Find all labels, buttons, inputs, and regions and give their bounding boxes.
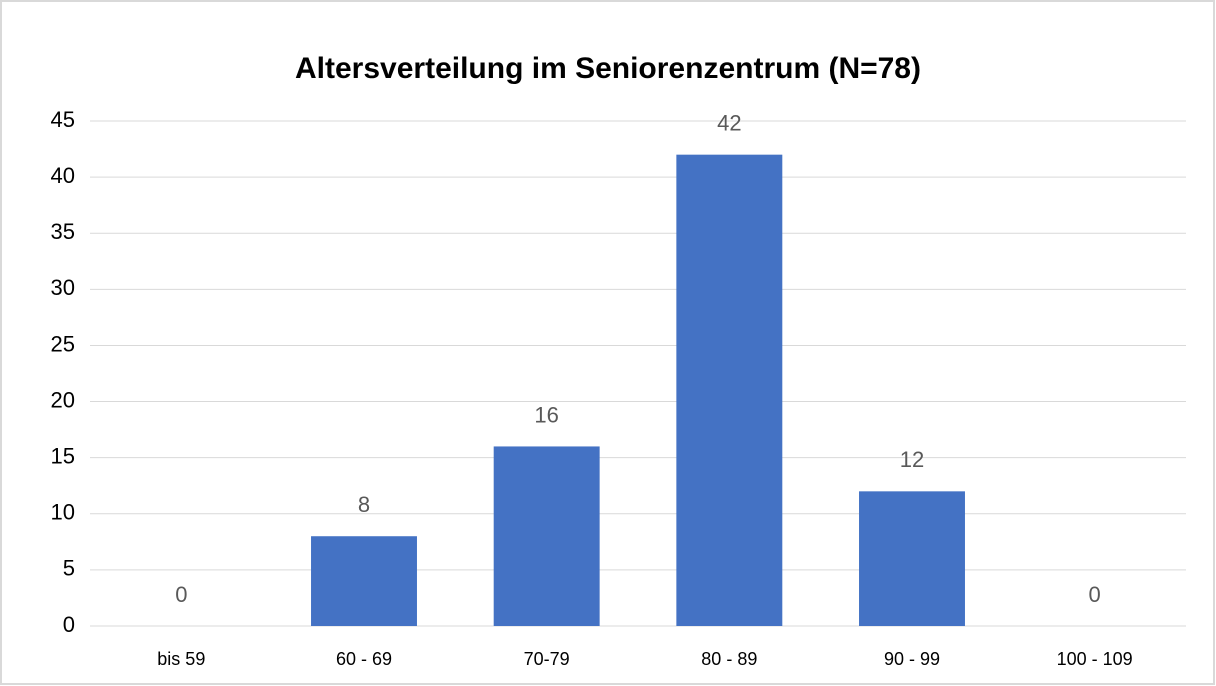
x-tick-label: bis 59 xyxy=(157,649,205,669)
x-tick-label: 80 - 89 xyxy=(701,649,757,669)
y-tick-label: 15 xyxy=(51,443,75,468)
y-tick-label: 5 xyxy=(63,556,75,581)
y-tick-label: 30 xyxy=(51,275,75,300)
bar xyxy=(676,154,783,626)
y-tick-label: 25 xyxy=(51,331,75,356)
data-label: 0 xyxy=(1089,582,1101,607)
data-label: 42 xyxy=(717,110,741,135)
data-label: 16 xyxy=(534,402,558,427)
y-tick-label: 20 xyxy=(51,387,75,412)
y-tick-label: 45 xyxy=(51,107,75,132)
x-tick-label: 60 - 69 xyxy=(336,649,392,669)
data-label: 12 xyxy=(900,447,924,472)
data-label: 0 xyxy=(175,582,187,607)
x-tick-label: 100 - 109 xyxy=(1057,649,1133,669)
bar xyxy=(859,491,965,626)
bar xyxy=(311,536,417,626)
data-label: 8 xyxy=(358,492,370,517)
x-tick-label: 70-79 xyxy=(524,649,570,669)
chart-title: Altersverteilung im Seniorenzentrum (N=7… xyxy=(295,52,921,85)
y-tick-label: 35 xyxy=(51,219,75,244)
y-tick-label: 40 xyxy=(51,163,75,188)
y-tick-label: 10 xyxy=(51,500,75,525)
bar xyxy=(493,446,600,626)
x-tick-label: 90 - 99 xyxy=(884,649,940,669)
y-tick-label: 0 xyxy=(63,612,75,637)
